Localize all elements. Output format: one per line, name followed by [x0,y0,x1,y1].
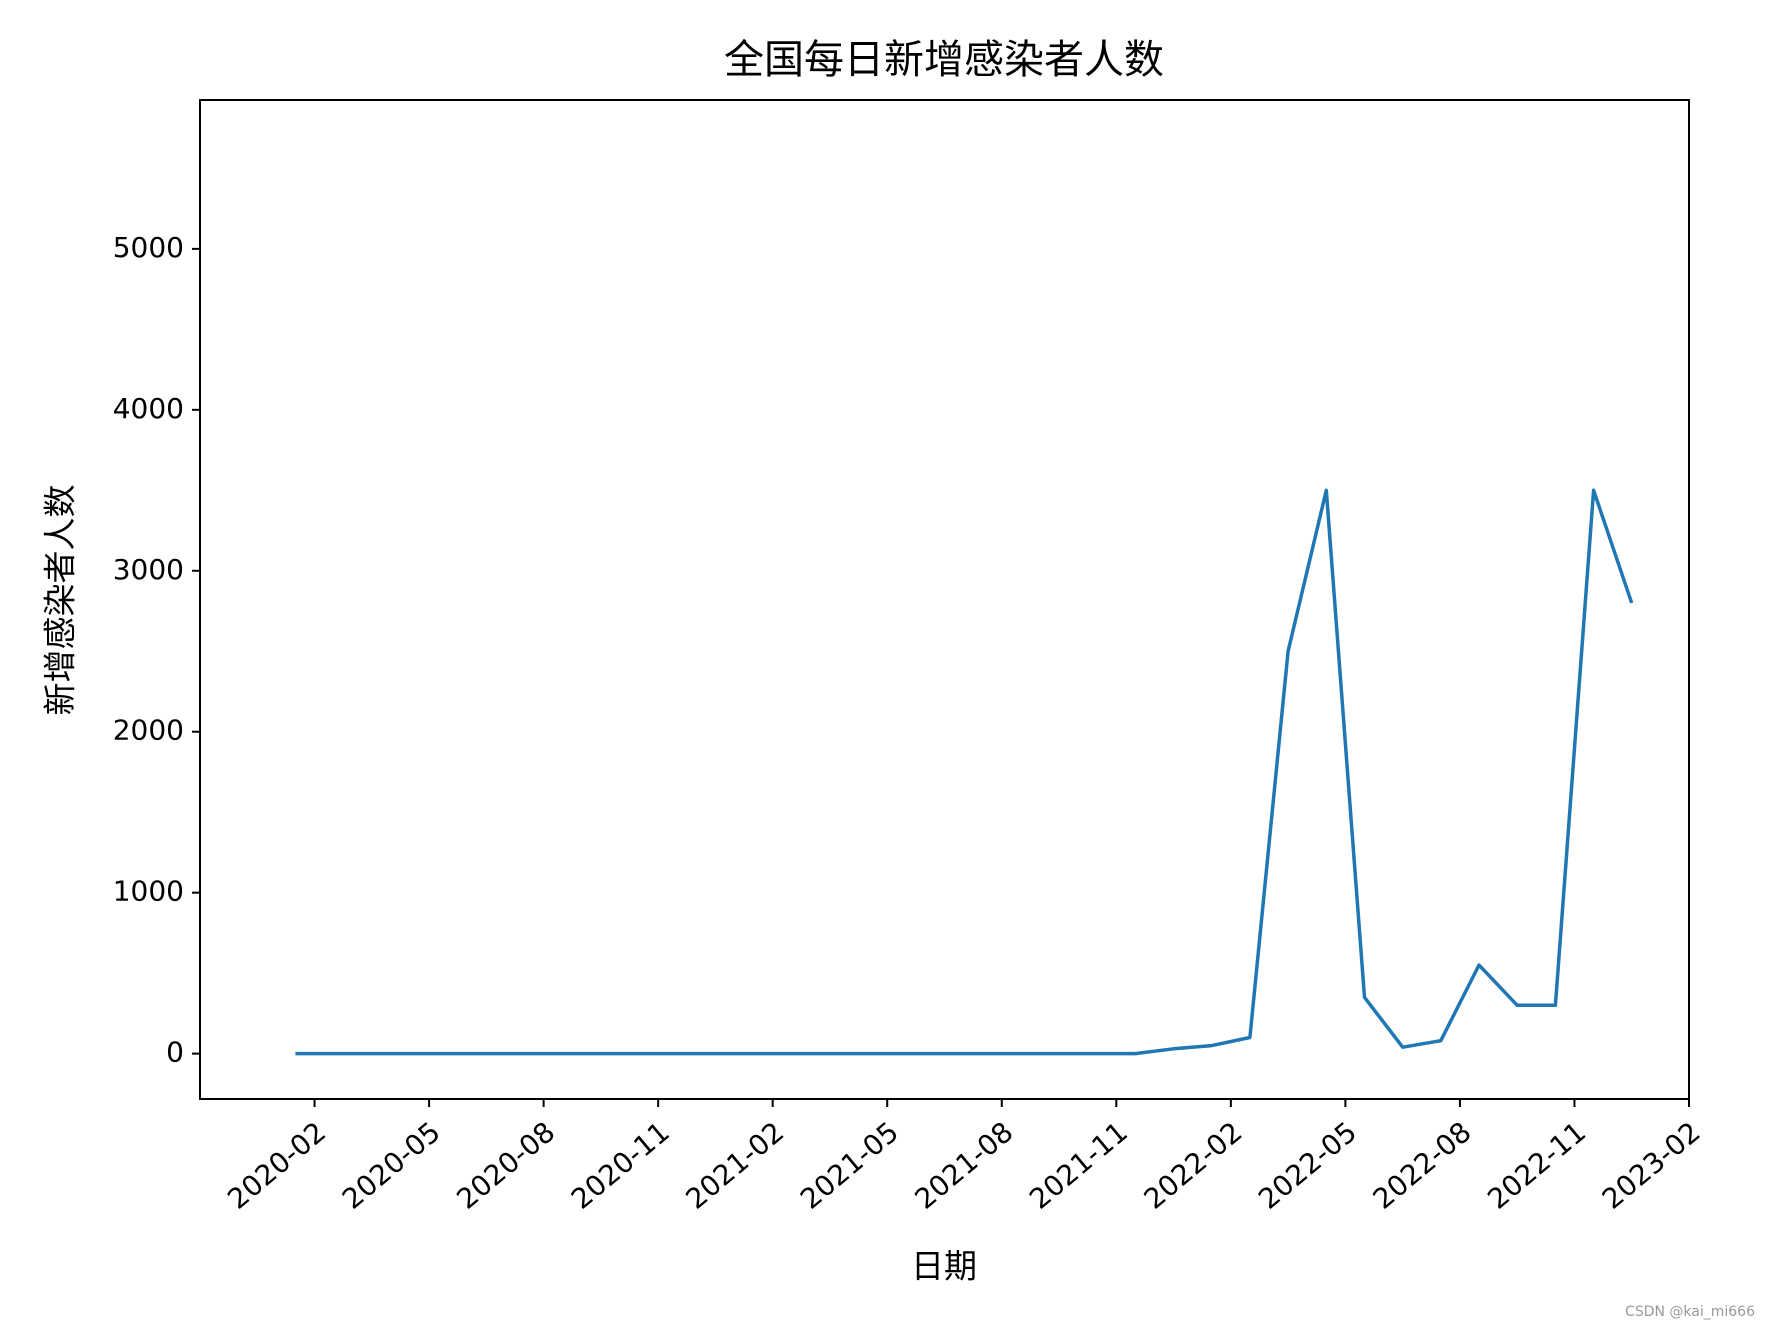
x-axis-label: 日期 [911,1247,977,1286]
watermark: CSDN @kai_mi666 [1625,1304,1755,1320]
y-tick-label: 0 [166,1036,184,1069]
y-tick-label: 3000 [113,553,184,586]
x-tick-label: 2021-08 [909,1115,1020,1215]
x-tick-label: 2023-02 [1596,1115,1707,1215]
y-tick-label: 1000 [113,875,184,908]
plot-frame [199,99,1690,1100]
x-tick-label: 2022-11 [1481,1115,1592,1215]
x-tick-label: 2021-11 [1023,1115,1134,1215]
chart-title: 全国每日新增感染者人数 [724,37,1164,83]
x-tick-label: 2020-02 [221,1115,332,1215]
y-tick-label: 5000 [113,231,184,264]
x-tick-label: 2022-08 [1367,1115,1478,1215]
x-tick-label: 2022-02 [1138,1115,1249,1215]
y-tick-label: 4000 [113,392,184,425]
x-tick-label: 2021-02 [679,1115,790,1215]
x-tick-label: 2020-05 [336,1115,447,1215]
x-tick-label: 2020-08 [450,1115,561,1215]
x-tick-label: 2020-11 [565,1115,676,1215]
y-tick-label: 2000 [113,714,184,747]
y-axis-label: 新增感染者人数 [41,485,80,716]
data-line [295,488,1634,1056]
x-tick-label: 2022-05 [1252,1115,1363,1215]
x-tick-label: 2021-05 [794,1115,905,1215]
